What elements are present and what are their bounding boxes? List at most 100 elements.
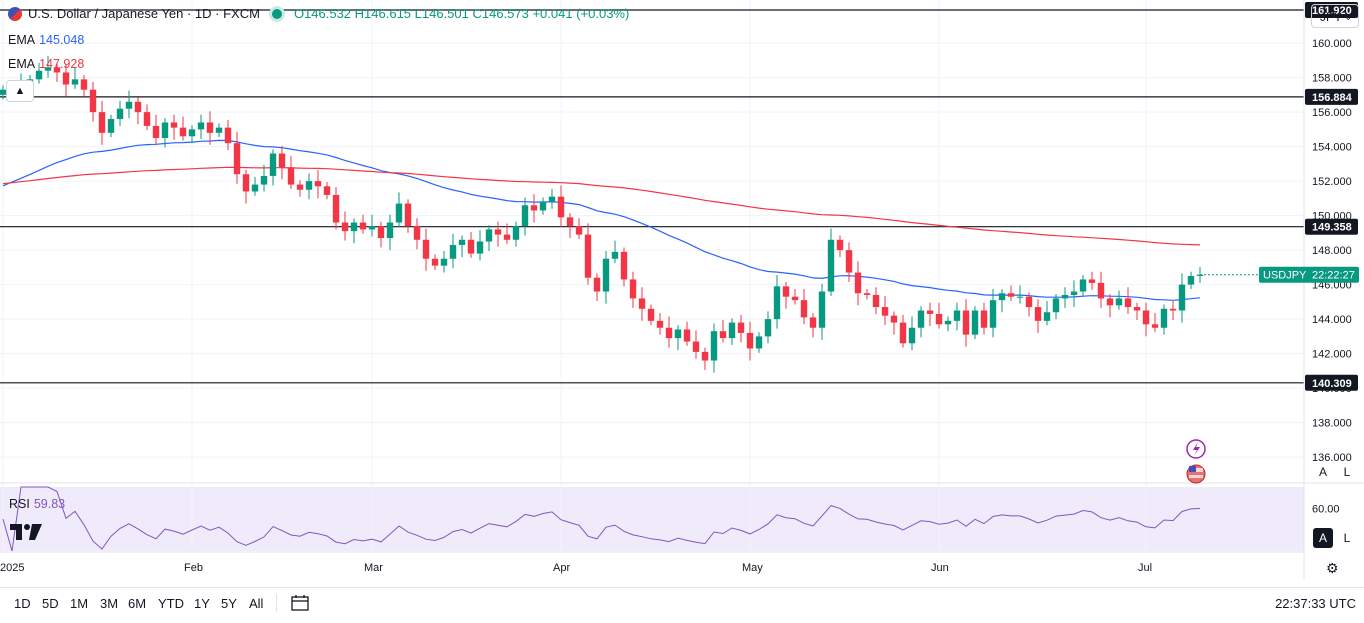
chart-header: U.S. Dollar / Japanese Yen · 1D · FXCM O…: [8, 6, 629, 21]
y-tick-label: 156.000: [1312, 107, 1352, 119]
candle-body: [1079, 279, 1087, 292]
candle-body: [1061, 294, 1069, 299]
y-tick-label: 142.000: [1312, 349, 1352, 361]
ema-fast-value: 145.048: [39, 33, 85, 47]
ema-slow-legend[interactable]: EMA 147.928: [8, 57, 84, 71]
candle-body: [161, 122, 169, 138]
candle-body: [728, 322, 736, 339]
candle-body: [1052, 298, 1060, 313]
y-tick-label: 152.000: [1312, 176, 1352, 188]
candle-body: [782, 286, 790, 297]
candle-body: [296, 184, 304, 190]
candle-body: [674, 329, 682, 339]
candle-body: [431, 258, 439, 266]
candle-body: [1151, 324, 1159, 328]
x-tick-label: Jul: [1138, 562, 1152, 574]
candle-body: [809, 317, 817, 328]
candle-body: [206, 122, 214, 133]
range-6m[interactable]: 6M: [128, 596, 147, 611]
candle-body: [377, 225, 385, 239]
rsi-label: RSI: [9, 497, 30, 511]
candle-body: [665, 327, 673, 339]
candle-body: [170, 122, 178, 128]
candle-body: [1187, 276, 1195, 285]
candle-body: [503, 234, 511, 240]
rsi-tick-label: 60.00: [1312, 503, 1340, 515]
candle-body: [737, 322, 745, 333]
range-3m[interactable]: 3M: [100, 596, 119, 611]
candle-body: [908, 327, 916, 344]
tradingview-logo-icon[interactable]: [10, 522, 44, 542]
ema-slow-line: [2, 166, 1201, 246]
currency-select[interactable]: JPY ⌄: [1311, 4, 1359, 28]
level-badge: [1305, 374, 1358, 391]
y-tick-label: 148.000: [1312, 245, 1352, 257]
rsi-band: [0, 487, 1304, 551]
rsi-auto-scale-button[interactable]: A: [1313, 528, 1333, 548]
collapse-legend-button[interactable]: ▲: [6, 80, 34, 102]
candle-body: [1133, 307, 1141, 311]
candle-body: [926, 310, 934, 314]
candle-body: [107, 119, 115, 133]
candle-body: [1043, 312, 1051, 321]
candle-body: [62, 72, 70, 85]
rsi-legend[interactable]: RSI 59.83: [9, 497, 65, 511]
range-1m[interactable]: 1M: [70, 596, 89, 611]
candle-body: [989, 300, 997, 328]
y-tick-label: 158.000: [1312, 73, 1352, 85]
candle-body: [755, 336, 763, 349]
candle-body: [773, 286, 781, 320]
candle-body: [530, 205, 538, 211]
candle-body: [476, 241, 484, 254]
candle-body: [359, 222, 367, 230]
candle-body: [557, 196, 565, 218]
candle-body: [53, 67, 61, 73]
auto-scale-button[interactable]: A: [1318, 465, 1327, 479]
candle-body: [0, 89, 7, 95]
candle-body: [179, 127, 187, 137]
candle-body: [827, 239, 835, 292]
currency-select-value: JPY: [1320, 10, 1343, 24]
level-badge-label: 156.884: [1312, 92, 1353, 104]
range-5y[interactable]: 5Y: [221, 596, 237, 611]
range-1d[interactable]: 1D: [14, 596, 31, 611]
candle-body: [278, 153, 286, 168]
event-icons[interactable]: [1186, 439, 1206, 484]
rsi-value: 59.83: [33, 497, 66, 511]
candle-body: [1025, 296, 1033, 308]
candle-body: [287, 167, 295, 185]
x-tick-label: Apr: [553, 562, 570, 574]
candle-body: [449, 244, 457, 259]
candle-body: [458, 239, 466, 245]
rsi-log-scale-button[interactable]: L: [1343, 531, 1351, 545]
range-5d[interactable]: 5D: [42, 596, 59, 611]
candle-body: [791, 296, 799, 301]
candle-body: [872, 294, 880, 308]
candle-body: [494, 229, 502, 235]
candle-body: [863, 293, 871, 295]
settings-gear-icon[interactable]: ⚙: [1326, 560, 1339, 576]
range-all[interactable]: All: [249, 596, 264, 611]
candle-body: [134, 101, 142, 113]
candle-body: [710, 331, 718, 361]
range-1y[interactable]: 1Y: [194, 596, 210, 611]
candle-body: [341, 222, 349, 232]
candle-body: [125, 101, 133, 109]
utc-clock[interactable]: 22:37:33 UTC: [1275, 596, 1356, 611]
x-tick-label: 2025: [0, 562, 24, 574]
symbol-title[interactable]: U.S. Dollar / Japanese Yen · 1D · FXCM: [28, 6, 260, 21]
candle-body: [818, 291, 826, 328]
range-ytd[interactable]: YTD: [158, 596, 184, 611]
candle-body: [1124, 298, 1132, 308]
current-price-symbol: USDJPY: [1263, 270, 1307, 282]
candle-body: [539, 201, 547, 211]
ema-fast-legend[interactable]: EMA 145.048: [8, 33, 84, 47]
level-badge-label: 140.309: [1312, 378, 1352, 390]
candle-body: [242, 174, 250, 192]
candle-body: [800, 300, 808, 318]
log-scale-button[interactable]: L: [1343, 465, 1351, 479]
calendar-range-icon[interactable]: [290, 593, 310, 613]
candle-body: [98, 112, 106, 133]
x-tick-label: Feb: [184, 562, 203, 574]
